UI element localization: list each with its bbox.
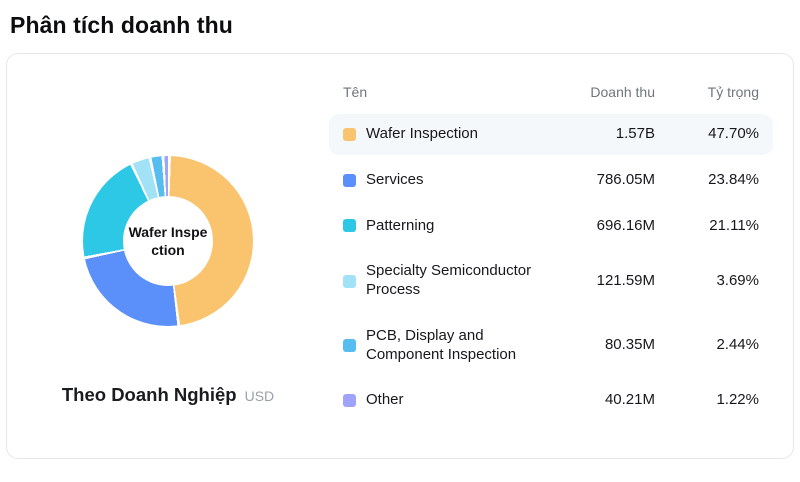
- series-color-swatch: [343, 339, 356, 352]
- series-revenue: 786.05M: [596, 170, 655, 188]
- donut-chart[interactable]: Wafer Inspection: [83, 156, 253, 326]
- series-name: Other: [366, 391, 404, 409]
- chart-panel: Wafer Inspection Theo Doanh Nghiệp USD: [7, 54, 329, 458]
- series-share: 47.70%: [708, 125, 759, 142]
- table-row[interactable]: Patterning 696.16M 21.11%: [329, 206, 773, 247]
- page-title: Phân tích doanh thu: [10, 12, 233, 38]
- series-color-swatch: [343, 394, 356, 408]
- chart-caption: Theo Doanh Nghiệp USD: [62, 384, 274, 406]
- table-row[interactable]: Wafer Inspection 1.57B 47.70%: [329, 114, 773, 155]
- currency-unit-label: USD: [244, 388, 275, 404]
- column-header-name: Tên: [343, 84, 368, 100]
- donut-hole: [123, 196, 213, 286]
- series-name: Services: [366, 170, 424, 188]
- series-share: 3.69%: [716, 271, 759, 289]
- revenue-analysis-page: Phân tích doanh thu Wafer Inspection The…: [6, 12, 794, 459]
- series-share: 2.44%: [716, 336, 759, 354]
- column-header-revenue: Doanh thu: [590, 84, 655, 100]
- series-revenue: 40.21M: [604, 391, 655, 409]
- series-color-swatch: [343, 173, 356, 187]
- series-color-swatch: [343, 274, 356, 288]
- donut-center-label: Wafer Inspection: [128, 223, 208, 258]
- table-row[interactable]: Other 40.21M 1.22%: [329, 380, 773, 421]
- series-color-swatch: [343, 219, 356, 233]
- table-header-row: Tên Doanh thu Tỷ trọng: [329, 80, 773, 114]
- series-share: 21.11%: [709, 216, 759, 234]
- series-share: 23.84%: [708, 170, 759, 188]
- series-share: 1.22%: [716, 391, 759, 409]
- column-header-share: Tỷ trọng: [707, 84, 759, 100]
- table-row[interactable]: Services 786.05M 23.84%: [329, 160, 773, 201]
- breakdown-table: Tên Doanh thu Tỷ trọng Wafer Inspection …: [329, 54, 793, 458]
- series-revenue: 1.57B: [615, 125, 655, 142]
- series-name: PCB, Display and Component Inspection: [366, 326, 517, 363]
- table-row[interactable]: PCB, Display and Component Inspection 80…: [329, 316, 773, 376]
- revenue-breakdown-card: Wafer Inspection Theo Doanh Nghiệp USD T…: [6, 53, 794, 459]
- series-revenue: 696.16M: [596, 216, 655, 234]
- series-color-swatch: [343, 127, 356, 141]
- series-name: Wafer Inspection: [366, 125, 478, 142]
- series-name: Patterning: [366, 216, 435, 234]
- series-revenue: 121.59M: [596, 271, 655, 289]
- table-row[interactable]: Specialty Semiconductor Process 121.59M …: [329, 251, 773, 311]
- series-revenue: 80.35M: [604, 336, 655, 354]
- series-name: Specialty Semiconductor Process: [366, 262, 532, 298]
- chart-caption-title: Theo Doanh Nghiệp: [61, 384, 237, 405]
